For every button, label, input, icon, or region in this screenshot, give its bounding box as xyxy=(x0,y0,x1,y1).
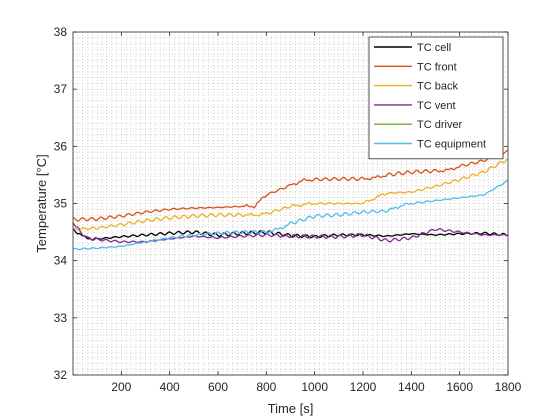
x-tick-label: 1200 xyxy=(350,380,377,394)
y-tick-label: 33 xyxy=(54,311,68,325)
y-tick-label: 35 xyxy=(54,197,68,211)
x-tick-label: 1400 xyxy=(398,380,425,394)
y-tick-label: 34 xyxy=(54,254,68,268)
x-tick-label: 600 xyxy=(208,380,228,394)
legend-label-tc-back: TC back xyxy=(417,81,458,93)
x-tick-label: 400 xyxy=(160,380,180,394)
x-tick-label: 800 xyxy=(256,380,276,394)
y-tick-label: 37 xyxy=(54,82,68,96)
y-tick-label: 32 xyxy=(54,368,68,382)
legend-label-tc-front: TC front xyxy=(417,61,457,73)
x-axis-label: Time [s] xyxy=(268,401,314,416)
legend-label-tc-cell: TC cell xyxy=(417,42,451,54)
legend: TC cell TC front TC back TC vent TC driver TC… xyxy=(369,37,503,159)
x-tick-label: 1000 xyxy=(301,380,328,394)
y-tick-label: 38 xyxy=(54,25,68,39)
x-tick-label: 1600 xyxy=(446,380,473,394)
legend-label-tc-equipment: TC equipment xyxy=(417,139,486,151)
legend-label-tc-vent: TC vent xyxy=(417,100,456,112)
x-tick-label: 1800 xyxy=(495,380,522,394)
x-tick-label: 200 xyxy=(111,380,131,394)
y-tick-label: 36 xyxy=(54,139,68,153)
y-axis-label: Temperature [°C] xyxy=(34,154,49,252)
legend-label-tc-driver: TC driver xyxy=(417,119,463,131)
